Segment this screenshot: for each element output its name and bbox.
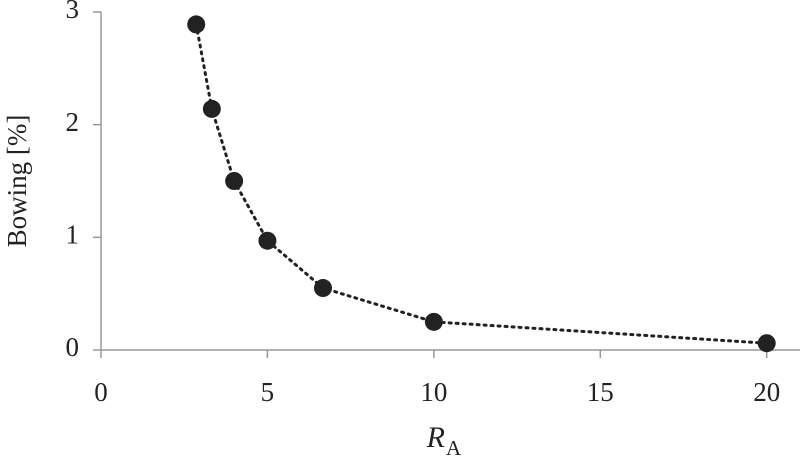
data-point bbox=[187, 15, 206, 34]
data-point bbox=[314, 279, 333, 298]
data-point bbox=[202, 99, 221, 118]
y-tick-label: 2 bbox=[66, 107, 80, 137]
data-point bbox=[757, 334, 776, 353]
x-tick-label: 0 bbox=[94, 377, 108, 407]
connector-line bbox=[194, 22, 769, 345]
data-point bbox=[258, 231, 277, 250]
data-point bbox=[424, 312, 443, 331]
y-tick-label: 1 bbox=[66, 220, 80, 250]
x-axis-label-subscript: A bbox=[446, 436, 462, 460]
x-axis-label: R bbox=[426, 421, 445, 454]
y-axis-label: Bowing [%] bbox=[2, 115, 32, 248]
x-tick-label: 20 bbox=[753, 377, 780, 407]
x-tick-label: 5 bbox=[261, 377, 275, 407]
data-point bbox=[225, 172, 244, 190]
y-tick-label: 3 bbox=[66, 0, 80, 24]
x-tick-label: 10 bbox=[420, 377, 447, 407]
y-tick-label: 0 bbox=[66, 332, 80, 362]
x-tick-label: 15 bbox=[587, 377, 614, 407]
